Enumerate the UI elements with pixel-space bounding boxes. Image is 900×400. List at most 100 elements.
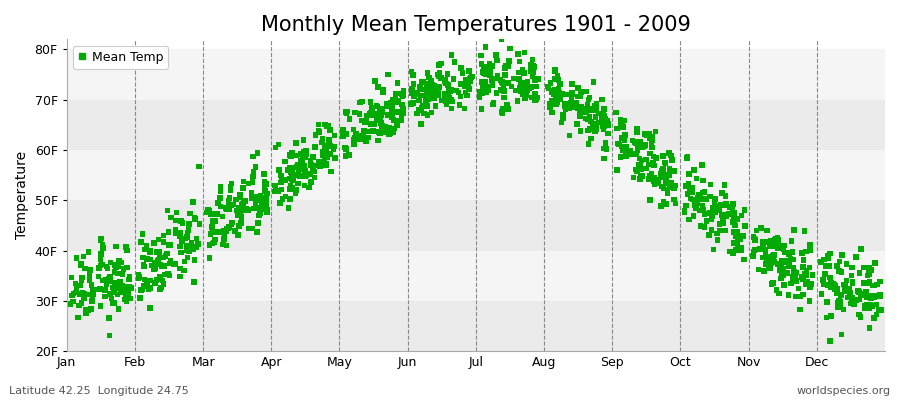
Point xyxy=(610,125,625,132)
Point xyxy=(188,216,202,222)
Point xyxy=(482,60,497,67)
Point xyxy=(775,245,789,252)
Point xyxy=(106,288,121,294)
Point xyxy=(200,209,214,216)
Point xyxy=(364,121,378,127)
Point xyxy=(70,314,85,320)
Point xyxy=(273,200,287,206)
Point xyxy=(512,58,526,65)
Point xyxy=(260,209,274,215)
Point xyxy=(448,87,463,94)
Point xyxy=(94,237,108,243)
Point xyxy=(781,292,796,298)
Point xyxy=(380,103,394,109)
Point xyxy=(493,77,508,83)
Point xyxy=(150,258,165,264)
Point xyxy=(858,290,872,297)
Point xyxy=(285,169,300,175)
Point xyxy=(527,64,542,70)
Point xyxy=(474,61,489,67)
Point xyxy=(693,195,707,201)
Point xyxy=(692,192,706,198)
Point xyxy=(748,236,762,243)
Point xyxy=(693,207,707,214)
Point xyxy=(767,259,781,265)
Point xyxy=(95,245,110,251)
Point xyxy=(759,261,773,268)
Point xyxy=(464,74,478,81)
Bar xyxy=(67,100,885,150)
Point xyxy=(832,304,846,310)
Point xyxy=(854,292,868,298)
Point xyxy=(800,278,814,285)
Point xyxy=(597,145,611,152)
Point xyxy=(849,296,863,303)
Point xyxy=(546,99,561,105)
Point xyxy=(756,254,770,261)
Point xyxy=(245,196,259,202)
Point xyxy=(616,121,630,127)
Point xyxy=(771,242,786,248)
Point xyxy=(583,107,598,113)
Point xyxy=(283,186,297,192)
Point xyxy=(374,120,389,126)
Point xyxy=(737,256,751,262)
Point xyxy=(387,98,401,105)
Point xyxy=(220,242,234,249)
Point xyxy=(182,221,196,227)
Point xyxy=(853,314,868,320)
Point xyxy=(223,183,238,190)
Point xyxy=(656,174,670,180)
Point xyxy=(206,229,220,236)
Point xyxy=(656,166,670,172)
Point xyxy=(696,189,710,196)
Point xyxy=(626,174,641,181)
Point xyxy=(769,235,783,242)
Point xyxy=(767,252,781,258)
Point xyxy=(108,280,122,286)
Point xyxy=(559,102,573,108)
Point xyxy=(872,293,886,300)
Point xyxy=(149,277,164,283)
Point xyxy=(668,200,682,206)
Point xyxy=(76,291,91,297)
Point xyxy=(255,200,269,206)
Point xyxy=(704,216,718,223)
Point xyxy=(355,117,369,124)
Point xyxy=(386,117,400,124)
Point xyxy=(628,166,643,173)
Point xyxy=(253,194,267,200)
Point xyxy=(598,121,612,128)
Point xyxy=(447,59,462,65)
Point xyxy=(157,263,171,270)
Point xyxy=(312,129,327,136)
Point xyxy=(361,112,375,118)
Point xyxy=(439,93,454,99)
Point xyxy=(758,248,772,254)
Point xyxy=(368,78,382,84)
Point xyxy=(581,141,596,147)
Point xyxy=(291,172,305,178)
Point xyxy=(239,205,254,212)
Point xyxy=(544,89,559,95)
Point xyxy=(248,164,263,170)
Point xyxy=(458,89,473,96)
Point xyxy=(220,225,235,232)
Point xyxy=(770,237,785,244)
Point xyxy=(728,239,742,246)
Point xyxy=(645,134,660,140)
Point xyxy=(523,68,537,74)
Point xyxy=(151,276,166,283)
Point xyxy=(844,272,859,278)
Point xyxy=(324,168,338,175)
Point xyxy=(646,178,661,184)
Point xyxy=(860,272,875,279)
Point xyxy=(661,187,675,194)
Point xyxy=(519,92,534,98)
Point xyxy=(600,130,615,137)
Point xyxy=(160,207,175,214)
Point xyxy=(796,291,810,298)
Point xyxy=(338,109,353,115)
Point xyxy=(298,173,312,180)
Point xyxy=(213,204,228,210)
